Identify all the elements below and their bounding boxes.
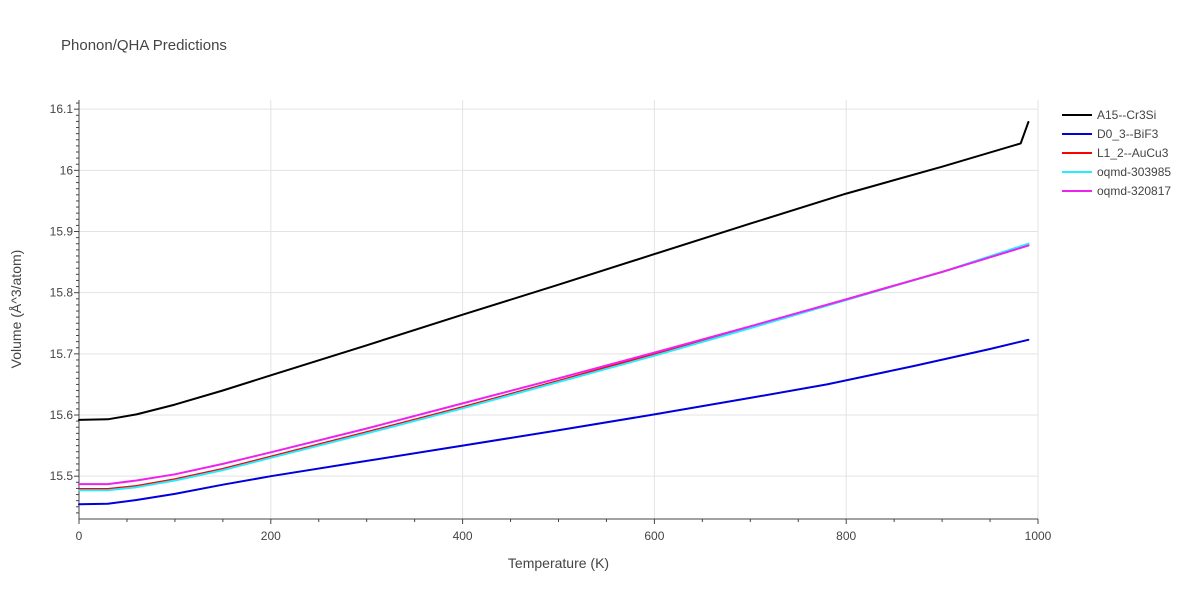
gridlines — [79, 100, 1039, 519]
legend-label: L1_2--AuCu3 — [1097, 146, 1169, 160]
legend-label: oqmd-320817 — [1097, 184, 1171, 198]
legend-item-1[interactable]: D0_3--BiF3 — [1062, 127, 1159, 141]
legend-label: A15--Cr3Si — [1097, 108, 1156, 122]
x-tick-label: 400 — [453, 529, 473, 543]
series-line-2 — [78, 244, 1030, 490]
y-tick-label: 15.8 — [50, 286, 74, 300]
x-tick-label: 200 — [261, 529, 281, 543]
series-line-0 — [78, 121, 1030, 421]
x-axis-title: Temperature (K) — [508, 555, 609, 571]
legend[interactable]: A15--Cr3Si D0_3--BiF3 L1_2--AuCu3 oqmd-3039… — [1062, 108, 1171, 198]
series-line-3 — [78, 242, 1030, 492]
chart-title: Phonon/QHA Predictions — [61, 37, 227, 54]
y-tick-label: 15.6 — [50, 408, 74, 422]
series-line-4 — [78, 244, 1030, 486]
x-tick-label: 0 — [76, 529, 83, 543]
axes — [74, 100, 1039, 524]
legend-item-0[interactable]: A15--Cr3Si — [1062, 108, 1156, 122]
y-axis-title: Volume (Å^3/atom) — [8, 250, 24, 369]
x-tick-label: 1000 — [1025, 529, 1052, 543]
y-tick-label: 15.7 — [50, 347, 74, 361]
y-tick-label: 16 — [60, 163, 74, 177]
legend-item-2[interactable]: L1_2--AuCu3 — [1062, 146, 1169, 160]
x-tick-label: 800 — [836, 529, 856, 543]
y-tick-label: 16.1 — [50, 102, 74, 116]
y-tick-label: 15.5 — [50, 469, 74, 483]
tick-labels: 0 200 400 600 800 1000 15.5 15.6 15.7 15.8 15.9 16 1… — [50, 102, 1052, 543]
legend-item-4[interactable]: oqmd-320817 — [1062, 184, 1171, 198]
series-lines — [78, 121, 1030, 506]
legend-item-3[interactable]: oqmd-303985 — [1062, 165, 1171, 179]
series-line-1 — [78, 338, 1030, 506]
legend-label: D0_3--BiF3 — [1097, 127, 1159, 141]
legend-label: oqmd-303985 — [1097, 165, 1171, 179]
x-tick-label: 600 — [644, 529, 664, 543]
y-tick-label: 15.9 — [50, 225, 74, 239]
